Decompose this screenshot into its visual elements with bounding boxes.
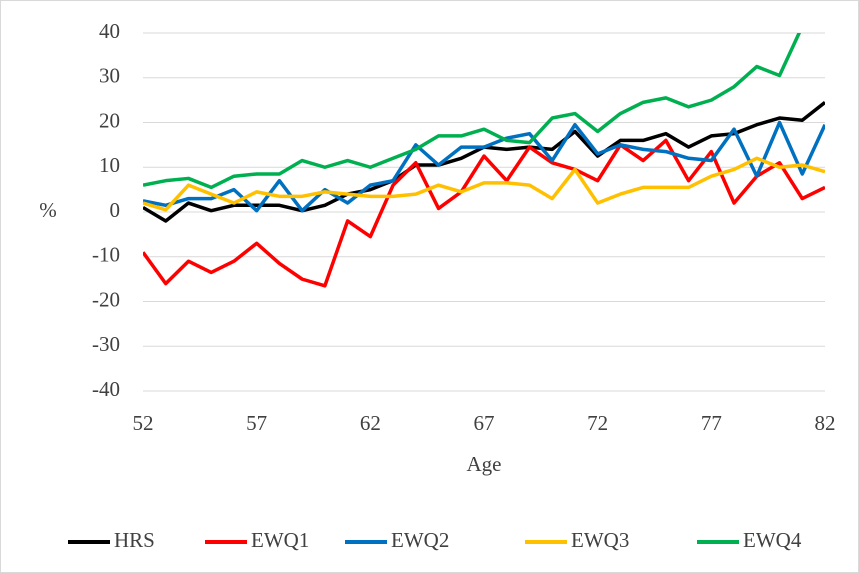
series-line — [143, 156, 825, 212]
legend-label: EWQ3 — [571, 528, 629, 552]
y-tick-label: 10 — [99, 153, 120, 177]
y-tick-label: -20 — [92, 287, 120, 311]
y-tick-label: -10 — [92, 243, 120, 267]
y-tick-label: 20 — [99, 108, 120, 132]
x-tick-label: 72 — [587, 411, 608, 435]
x-tick-label: 77 — [701, 411, 722, 435]
x-tick-label: 57 — [246, 411, 267, 435]
legend-label: EWQ4 — [743, 528, 802, 552]
x-tick-label: 52 — [133, 411, 154, 435]
series-line — [143, 33, 802, 190]
y-tick-label: 0 — [110, 198, 121, 222]
x-axis-label: Age — [467, 452, 502, 476]
legend-label: EWQ2 — [391, 528, 449, 552]
y-tick-label: 40 — [99, 19, 120, 43]
legend: HRS EWQ1 EWQ2 EWQ3 EWQ4 — [68, 528, 802, 552]
y-tick-label: 30 — [99, 64, 120, 88]
legend-label: EWQ1 — [251, 528, 309, 552]
series-line — [143, 138, 825, 288]
x-tick-label: 82 — [815, 411, 836, 435]
y-tick-label: -30 — [92, 332, 120, 356]
y-tick-label: -40 — [92, 377, 120, 401]
y-axis-label: % — [39, 198, 57, 222]
x-tick-label: 67 — [474, 411, 495, 435]
plot-lines — [143, 33, 825, 288]
legend-label: HRS — [114, 528, 155, 552]
series-line — [143, 120, 825, 213]
x-tick-label: 62 — [360, 411, 381, 435]
